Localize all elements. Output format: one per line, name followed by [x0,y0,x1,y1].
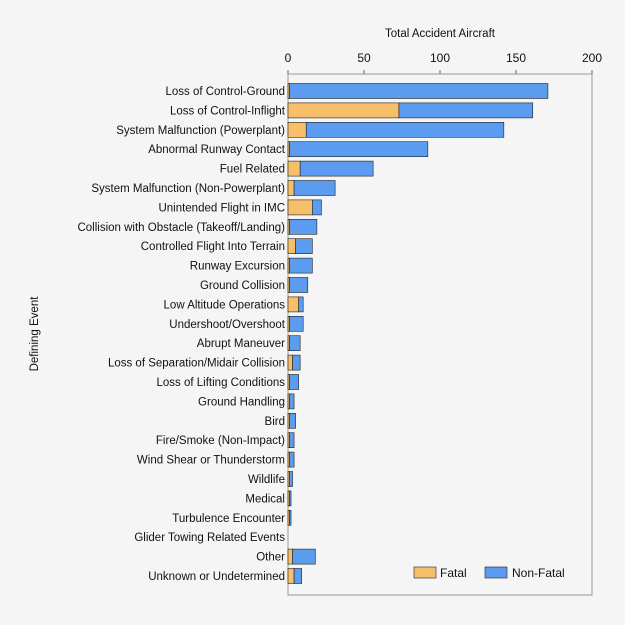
bar-non-fatal [292,548,316,565]
bar-non-fatal [289,374,299,390]
bar-non-fatal [292,354,301,371]
bar-non-fatal [293,568,302,584]
bar-non-fatal [312,199,322,216]
bar-non-fatal [289,335,301,352]
x-axis-title: Total Accident Aircraft [385,28,496,40]
category-label: Ground Collision [200,280,285,292]
bar-fatal [287,102,400,119]
category-label: Undershoot/Overshoot [169,319,286,331]
category-label: Bird [265,416,285,428]
bar-fatal [287,568,295,584]
bar-non-fatal [289,83,549,99]
category-label: Unintended Flight in IMC [158,202,285,214]
bar-non-fatal [289,141,429,157]
bar-non-fatal [299,160,374,177]
category-label: Unknown or Undetermined [148,571,285,583]
bar-non-fatal [289,393,295,410]
bars [287,83,549,584]
x-ticks: 0 50 100 150 200 [285,51,602,74]
bar-fatal [287,296,299,313]
bar-non-fatal [289,315,304,332]
category-label: Runway Excursion [190,261,285,273]
y-axis-title: Defining Event [29,296,41,372]
category-label: Turbulence Encounter [172,513,285,525]
category-label: Medical [245,493,285,505]
bar-non-fatal [295,238,313,254]
category-label: Fuel Related [220,164,285,176]
bar-non-fatal [289,412,296,429]
bar-non-fatal [289,451,295,468]
x-tick-label: 150 [506,51,526,65]
bar-fatal [287,160,301,177]
category-label: Loss of Control-Ground [165,86,285,98]
bar-fatal [287,180,295,196]
category-label: Low Altitude Operations [164,299,286,311]
x-tick-label: 200 [582,51,602,65]
category-label: Other [256,552,285,564]
category-label: Loss of Lifting Conditions [157,377,286,389]
category-label: Glider Towing Related Events [134,532,285,544]
category-label: Abrupt Maneuver [197,338,285,350]
x-tick-label: 0 [285,51,292,65]
legend-swatch-fatal [413,566,437,579]
bar-non-fatal [289,509,292,526]
category-labels: Loss of Control-Ground Loss of Control-In… [77,86,285,583]
legend-label-non-fatal: Non-Fatal [512,566,565,580]
bar-non-fatal [298,296,304,313]
category-label: System Malfunction (Powerplant) [116,125,285,137]
bar-non-fatal [289,257,313,274]
legend-label-fatal: Fatal [440,566,467,580]
bar-non-fatal [289,219,318,235]
legend-swatch-non-fatal [484,566,508,579]
bar-fatal [287,122,307,138]
category-label: Ground Handling [198,396,285,408]
bar-non-fatal [289,432,295,449]
category-label: System Malfunction (Non-Powerplant) [91,183,285,195]
category-label: Abnormal Runway Contact [148,144,286,156]
category-label: Wind Shear or Thunderstorm [137,455,285,467]
category-label: Loss of Separation/Midair Collision [108,358,285,370]
bar-non-fatal [305,122,505,138]
category-label: Wildlife [248,474,285,486]
bar-non-fatal [289,277,309,293]
bar-fatal [287,354,293,371]
bar-fatal [287,238,296,254]
bar-fatal [287,199,313,216]
legend: Fatal Non-Fatal [413,566,565,580]
category-label: Controlled Flight Into Terrain [141,241,285,253]
category-label: Loss of Control-Inflight [170,105,286,117]
bar-non-fatal [289,471,293,487]
category-label: Fire/Smoke (Non-Impact) [156,435,285,447]
bar-non-fatal [293,180,336,196]
x-tick-label: 100 [430,51,450,65]
category-label: Collision with Obstacle (Takeoff/Landing… [77,222,285,234]
bar-non-fatal [289,490,292,507]
bar-fatal [287,548,293,565]
bar-non-fatal [398,102,534,119]
x-tick-label: 50 [357,51,371,65]
